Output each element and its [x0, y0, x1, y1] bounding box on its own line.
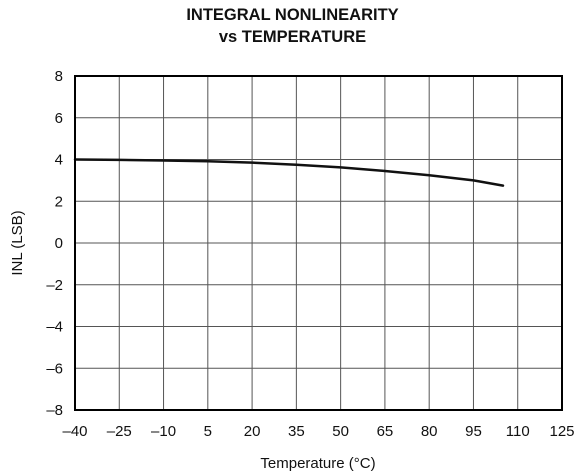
grid [75, 76, 562, 410]
x-tick-label: 125 [549, 423, 574, 440]
x-tick-label: –25 [107, 423, 132, 440]
y-tick-label: 6 [55, 110, 63, 127]
x-tick-label: 50 [332, 423, 349, 440]
y-tick-label: –4 [46, 319, 63, 336]
x-tick-label: 35 [288, 423, 305, 440]
chart-title-line-1: INTEGRAL NONLINEARITY [186, 6, 399, 24]
y-tick-label: 2 [55, 193, 63, 210]
y-tick-label: 4 [55, 152, 63, 169]
x-tick-label: 80 [421, 423, 438, 440]
x-tick-label: 110 [506, 423, 530, 440]
y-tick-label: 8 [55, 68, 63, 85]
x-tick-label: 20 [244, 423, 261, 440]
x-tick-label: –10 [151, 423, 176, 440]
x-axis-label: Temperature (°C) [260, 455, 375, 472]
series-layer [73, 158, 505, 187]
chart-title-line-2: vs TEMPERATURE [218, 28, 367, 46]
x-tick-label: 5 [204, 423, 212, 440]
y-tick-label: –8 [46, 402, 63, 419]
x-tick-label: 65 [377, 423, 394, 440]
y-tick-label: 0 [55, 235, 63, 252]
y-axis-label: INL (LSB) [9, 210, 26, 275]
y-tick-labels: 8 6 4 2 0 –2 –4 –6 –8 [46, 68, 63, 419]
x-tick-label: 95 [465, 423, 482, 440]
series-line [73, 158, 505, 187]
plot-frame [74, 75, 563, 411]
y-tick-label: –2 [46, 277, 63, 294]
x-tick-labels: –40 –25 –10 5 20 35 50 65 80 95 110 125 [62, 423, 574, 440]
x-tick-label: –40 [62, 423, 87, 440]
y-tick-label: –6 [46, 360, 63, 377]
